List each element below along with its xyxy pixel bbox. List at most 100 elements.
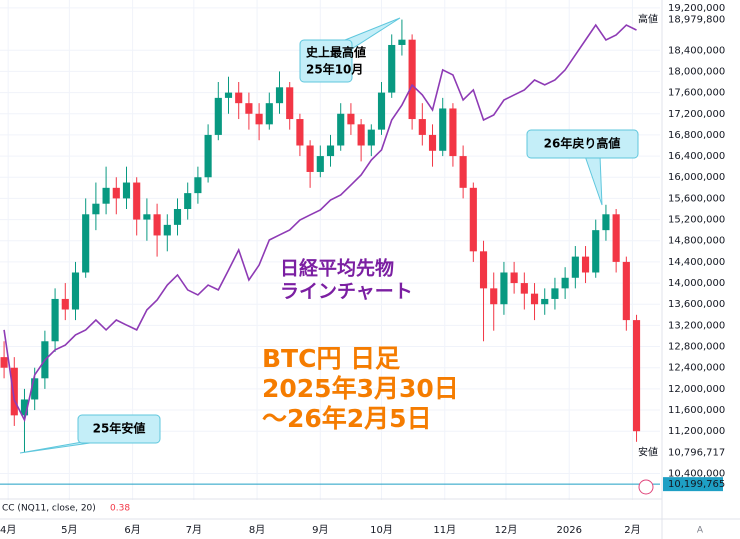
y-tick-label: 18,400,000 [668, 45, 725, 56]
caption: 2025年3月30日 [262, 374, 459, 403]
candle-body [490, 288, 498, 305]
y-tick-label: 12,400,000 [668, 363, 725, 374]
candle-body [357, 124, 365, 146]
price-label-value: 10,199,765 [668, 479, 725, 490]
price-label-box [663, 12, 723, 27]
candle-body [255, 113, 263, 125]
marks-layer: 高値 18,979,800 安値 10,796,717 10,199,765 [0, 12, 725, 492]
candle-body [235, 92, 243, 104]
candle-body [602, 214, 610, 231]
y-tick-label: 15,200,000 [668, 215, 725, 226]
candle-body [31, 378, 39, 400]
y-tick-label: 13,600,000 [668, 299, 725, 310]
callout-text: 25年10月 [306, 62, 363, 77]
candle-body [194, 177, 202, 194]
candle-body [592, 230, 600, 273]
x-tick-label: 11月 [433, 524, 456, 536]
candle-body [469, 187, 477, 252]
auto-scale-button[interactable]: A [697, 526, 704, 536]
y-tick-label: 12,800,000 [668, 342, 725, 353]
x-tick-label: 6月 [124, 524, 140, 536]
price-label-name: 高値 [638, 13, 658, 26]
callout-box [299, 39, 353, 83]
candle-body [214, 97, 222, 135]
y-tick-label: 16,000,000 [668, 172, 725, 183]
y-tick-label: 18,000,000 [668, 66, 725, 77]
candle-body [0, 357, 8, 368]
x-tick-label: 2026 [556, 525, 581, 536]
candle-body [428, 134, 437, 151]
candle-body [306, 145, 314, 172]
candle-body [286, 87, 294, 120]
candle-body [530, 293, 539, 305]
price-label-box [663, 445, 723, 460]
y-tick-label: 17,600,000 [668, 88, 725, 99]
caption: 〜26年2月5日 [262, 404, 432, 433]
candle-body [367, 129, 375, 146]
candle-body [296, 119, 304, 146]
candle-body [51, 298, 59, 342]
candle-body [82, 214, 90, 273]
candle-body [439, 108, 447, 151]
candle-body [316, 156, 324, 172]
candle-body [20, 399, 29, 416]
y-tick-label: 19,200,000 [668, 3, 725, 14]
candle-body [622, 261, 630, 321]
candle-body [418, 119, 426, 135]
candle-body [112, 187, 120, 199]
candle-body [551, 288, 559, 299]
caption: BTC円 日足 [262, 344, 400, 373]
candle-body [326, 145, 335, 157]
candle-body [143, 214, 151, 220]
indicator-value: 0.38 [110, 504, 130, 514]
candle-body [520, 283, 528, 294]
candle-body [204, 134, 212, 178]
candle-body [153, 214, 161, 236]
candle-body [510, 272, 518, 284]
y-tick-label: 11,600,000 [668, 405, 725, 416]
candle-body [581, 256, 590, 273]
candle-body [102, 187, 110, 204]
candle-body [449, 108, 457, 157]
candle-body [92, 203, 100, 215]
candle-body [388, 44, 396, 93]
candle-body [224, 92, 233, 98]
candle-body [377, 92, 386, 130]
y-tick-label: 10,400,000 [668, 469, 725, 480]
candle-body [133, 182, 141, 220]
x-tick-label: 2月 [624, 524, 640, 536]
candle-body [245, 103, 253, 114]
callout-text: 史上最高値 [306, 45, 366, 60]
candle-body [122, 182, 131, 199]
y-tick-label: 14,400,000 [668, 257, 725, 268]
price-label-name: 安値 [638, 446, 658, 459]
candle-body [408, 39, 416, 120]
price-label-value: 10,796,717 [668, 448, 725, 459]
candle-body [10, 367, 18, 416]
y-tick-label: 14,800,000 [668, 236, 725, 247]
candle-body [337, 113, 345, 146]
x-tick-label: 8月 [249, 524, 265, 536]
indicator-label: CC (NQ11, close, 20) [2, 504, 96, 514]
overlay-line [3, 23, 637, 423]
price-label-box [663, 477, 723, 492]
candle-body [571, 256, 579, 278]
x-tick-label: 10月 [370, 524, 393, 536]
y-tick-label: 12,000,000 [668, 384, 725, 395]
candle-body [184, 193, 192, 209]
y-tick-label: 16,800,000 [668, 130, 725, 141]
candle-body [173, 208, 182, 225]
callout-text: 25年安値 [93, 421, 146, 436]
candle-body [398, 39, 406, 45]
callout-box [77, 414, 161, 444]
y-tick-label: 16,400,000 [668, 151, 725, 162]
candle-body [612, 214, 620, 262]
candle-body [61, 298, 69, 310]
alert-icon[interactable] [638, 479, 654, 495]
candle-body [561, 277, 569, 289]
overlay-label: ラインチャート [280, 281, 413, 303]
candle-body [265, 103, 273, 125]
price-label-value: 18,979,800 [668, 15, 725, 26]
